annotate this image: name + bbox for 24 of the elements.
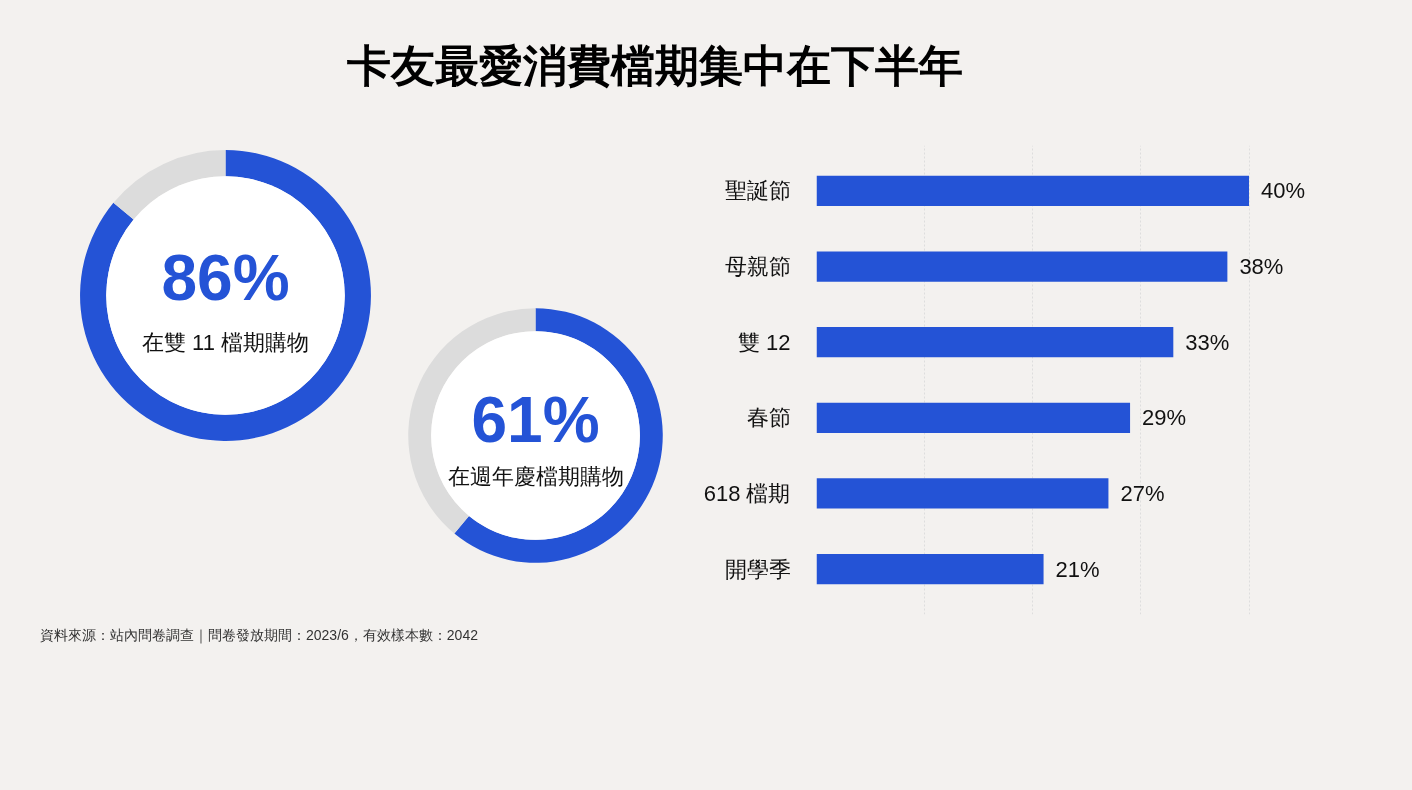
data-label: 27% xyxy=(1120,480,1165,506)
y-tick-label: 雙 12 xyxy=(737,329,791,355)
text: 在雙 11 檔期購物 xyxy=(141,329,310,355)
y-tick-label: 618 檔期 xyxy=(703,480,791,506)
source-note: 資料來源：站內問卷調查｜問卷發放期間：2023/6，有效樣本數：2042 xyxy=(40,626,478,645)
data-label: 86% xyxy=(161,242,290,315)
text: 卡友最愛消費檔期集中在下半年 xyxy=(347,40,963,92)
data-label: 61% xyxy=(471,384,600,457)
text: 在週年慶檔期購物 xyxy=(447,463,624,489)
bar xyxy=(816,251,1228,282)
data-label: 38% xyxy=(1239,254,1284,280)
data-label: 21% xyxy=(1055,556,1100,582)
data-label: 40% xyxy=(1261,178,1306,204)
y-tick-label: 聖誕節 xyxy=(724,178,791,204)
data-label: 29% xyxy=(1142,405,1187,431)
bar xyxy=(816,327,1174,358)
bar xyxy=(816,478,1109,509)
bar xyxy=(816,402,1131,433)
y-tick-label: 春節 xyxy=(746,405,791,431)
bar xyxy=(816,175,1249,207)
data-label: 33% xyxy=(1185,329,1230,355)
y-tick-label: 母親節 xyxy=(724,254,791,280)
bar xyxy=(816,553,1044,585)
y-tick-label: 開學季 xyxy=(724,556,791,582)
